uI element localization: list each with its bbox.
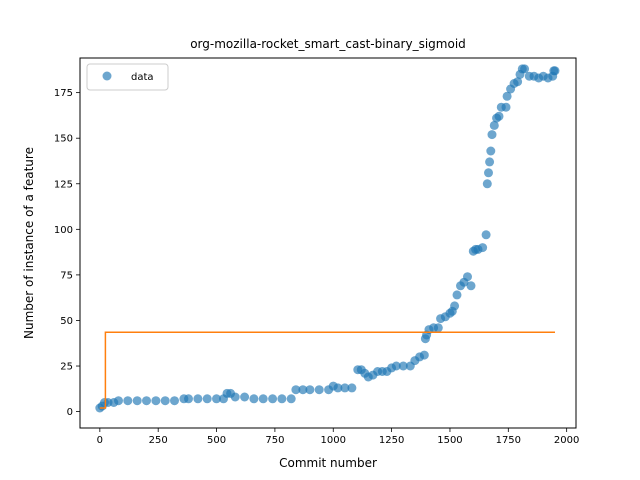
data-point <box>501 102 511 112</box>
data-point <box>202 394 212 404</box>
y-tick-label: 50 <box>60 316 73 327</box>
y-tick-label: 150 <box>54 134 73 145</box>
data-point <box>333 383 343 393</box>
data-point <box>452 290 462 300</box>
data-point <box>123 396 133 406</box>
data-point <box>391 361 401 371</box>
data-point <box>482 179 492 189</box>
x-axis-label: Commit number <box>279 456 377 470</box>
data-point <box>340 383 350 393</box>
x-tick-label: 500 <box>207 435 226 446</box>
data-point <box>305 385 315 395</box>
x-tick-label: 1250 <box>379 435 404 446</box>
data-point <box>484 168 493 178</box>
data-point <box>160 396 170 406</box>
x-tick-label: 1750 <box>496 435 521 446</box>
legend-label-data: data <box>131 72 154 83</box>
axes-frame <box>79 57 577 429</box>
data-point <box>114 396 123 406</box>
y-tick-label: 100 <box>54 225 73 236</box>
data-point <box>240 392 250 402</box>
data-point <box>258 394 268 404</box>
data-point <box>485 157 495 167</box>
data-point <box>487 130 497 140</box>
y-tick-label: 125 <box>54 179 73 190</box>
data-point <box>268 394 278 404</box>
data-point <box>277 394 287 404</box>
x-tick-label: 0 <box>97 435 103 446</box>
data-point <box>489 120 499 130</box>
data-point <box>314 385 324 395</box>
data-point <box>466 281 476 291</box>
chart-title: org-mozilla-rocket_smart_cast-binary_sig… <box>190 37 466 51</box>
data-point <box>347 383 357 393</box>
data-point <box>463 272 472 282</box>
x-tick-label: 750 <box>265 435 284 446</box>
data-point <box>170 396 179 406</box>
y-tick-label: 175 <box>54 88 73 99</box>
data-point <box>298 385 308 395</box>
data-point <box>486 146 496 156</box>
legend-box <box>86 63 169 91</box>
data-point <box>398 361 408 371</box>
x-tick-label: 2000 <box>554 435 579 446</box>
data-point <box>291 385 301 395</box>
data-point <box>481 230 491 240</box>
data-point <box>494 111 504 121</box>
data-point <box>550 66 560 76</box>
data-point <box>520 64 530 74</box>
y-tick-label: 25 <box>60 362 73 373</box>
data-point <box>286 394 296 404</box>
plot-area: 0 250 500 750 1000 1250 1500 1750 2000 0 25 50 75 100… <box>54 57 579 446</box>
x-tick-label: 1000 <box>321 435 346 446</box>
data-point <box>249 394 259 404</box>
legend-marker-data <box>102 71 112 81</box>
x-tick-label: 250 <box>149 435 168 446</box>
data-point <box>513 77 523 87</box>
data-point <box>151 396 161 406</box>
data-point <box>433 323 443 333</box>
data-point <box>502 91 512 101</box>
data-point <box>419 350 429 360</box>
data-point <box>142 396 151 406</box>
data-point <box>184 394 193 404</box>
data-point <box>450 301 460 311</box>
data-point <box>230 392 240 402</box>
legend: data <box>86 63 169 91</box>
y-tick-label: 75 <box>60 270 73 281</box>
y-tick-label: 0 <box>67 407 73 418</box>
data-point <box>132 396 142 406</box>
y-axis-label: Number of instance of a feature <box>22 147 36 339</box>
data-point <box>193 394 203 404</box>
data-point <box>212 394 221 404</box>
data-point <box>478 243 488 253</box>
x-tick-label: 1500 <box>437 435 462 446</box>
fit-line <box>99 331 555 409</box>
